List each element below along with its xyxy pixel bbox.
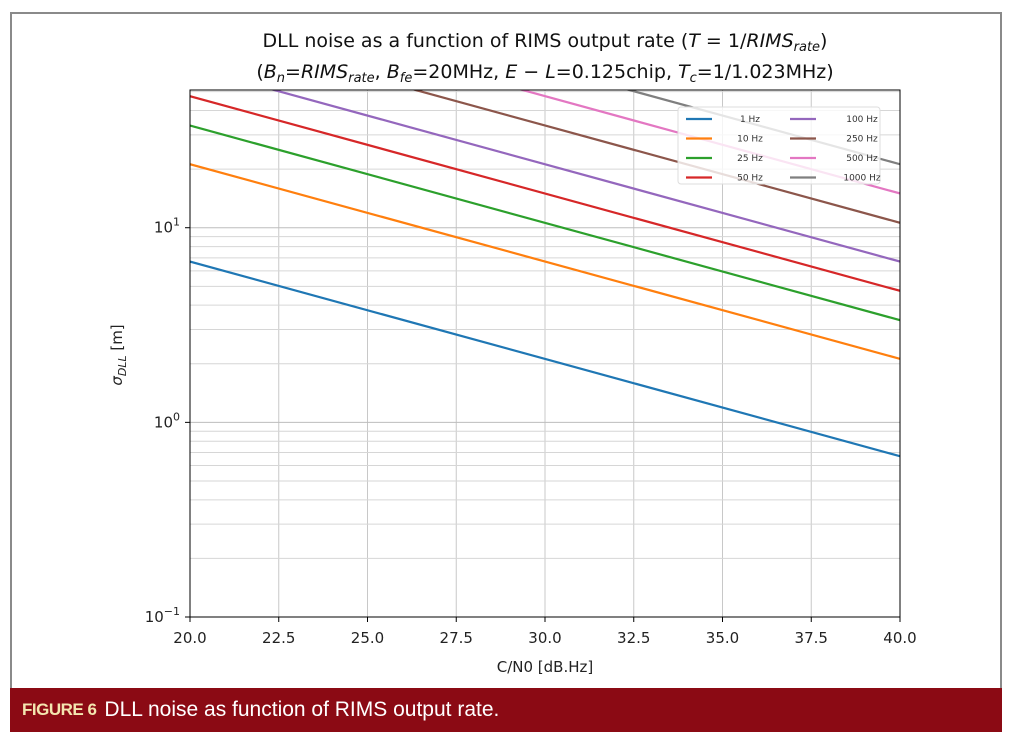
title-segment: fe [400, 71, 413, 86]
title-segment: =20MHz, [412, 61, 505, 83]
legend-label: 25 Hz [737, 154, 763, 164]
y-tick-exponent: −1 [164, 605, 180, 618]
legend-item: 1000 Hz [790, 174, 881, 184]
legend-box [677, 106, 881, 185]
x-tick-label: 22.5 [262, 629, 295, 647]
series-line-25-hz [190, 124, 900, 322]
series-line-50-hz [190, 95, 900, 292]
title-segment: − [517, 61, 545, 83]
title-segment: RIMS [301, 61, 348, 83]
title-segment: n [277, 71, 285, 86]
title-segment: B [387, 61, 400, 83]
y-tick-label: 101 [154, 216, 180, 237]
legend-label: 100 Hz [846, 115, 878, 125]
y-tick-base: 10 [154, 219, 173, 237]
y-tick-base: 10 [145, 608, 164, 626]
legend-item: 250 Hz [790, 135, 878, 145]
caption-text: DLL noise as function of RIMS output rat… [104, 698, 500, 721]
title-segment: rate [794, 40, 820, 55]
y-tick-exponent: 0 [173, 410, 180, 423]
title-segment: RIMS [746, 30, 793, 52]
x-tick-label: 30.0 [528, 629, 561, 647]
title-segment: rate [348, 71, 374, 86]
title-segment: = [285, 61, 301, 83]
title-segment: = 1/ [700, 30, 747, 52]
chart-title-line-1: DLL noise as a function of RIMS output r… [263, 30, 828, 55]
legend-item: 500 Hz [790, 154, 878, 164]
legend-item: 1 Hz [686, 115, 760, 125]
x-tick-label: 25.0 [351, 629, 384, 647]
x-tick-label: 40.0 [883, 629, 916, 647]
x-tick-label: 20.0 [173, 629, 206, 647]
figure-frame [10, 12, 1002, 688]
x-axis-label: C/N0 [dB.Hz] [497, 658, 594, 676]
series-line-10-hz [190, 163, 900, 360]
x-tick-label: 35.0 [706, 629, 739, 647]
legend-label: 10 Hz [737, 135, 763, 145]
title-segment: , [375, 61, 387, 83]
x-tick-label: 37.5 [795, 629, 828, 647]
title-segment: B [264, 61, 277, 83]
y-tick-label: 10−1 [145, 605, 180, 626]
y-axis-label: σDLL [m] [108, 324, 129, 385]
title-segment: DLL noise as a function of RIMS output r… [263, 30, 689, 52]
title-segment: ) [820, 30, 827, 52]
x-tick-label: 27.5 [440, 629, 473, 647]
legend-item: 50 Hz [686, 174, 763, 184]
legend-label: 1 Hz [740, 115, 760, 125]
caption-label: FIGURE 6 [22, 700, 97, 719]
series-line-100-hz [269, 90, 900, 263]
series-line-1-hz [190, 260, 900, 458]
title-segment: E [505, 61, 517, 83]
title-segment: L [545, 61, 556, 83]
legend-label: 1000 Hz [843, 174, 881, 184]
series-line-250-hz [411, 90, 900, 224]
x-tick-label: 32.5 [617, 629, 650, 647]
y-tick-exponent: 1 [173, 216, 180, 229]
legend-item: 100 Hz [790, 115, 878, 125]
legend-item: 25 Hz [686, 154, 763, 164]
x-ticks: 20.0 22.5 25.0 27.5 30.0 32.5 35.0 37.5 40.0 [173, 617, 917, 647]
legend: 1 Hz 10 Hz 25 Hz 50 Hz 100 Hz 250 Hz 500 Hz 100… [677, 106, 881, 185]
title-segment: c [690, 71, 697, 86]
legend-item: 10 Hz [686, 135, 763, 145]
legend-label: 500 Hz [846, 154, 878, 164]
y-tick-base: 10 [154, 413, 173, 431]
legend-label: 250 Hz [846, 135, 878, 145]
title-segment: ( [256, 61, 263, 83]
title-segment: =1/1.023MHz) [697, 61, 834, 83]
chart-title-line-2: (Bn=RIMSrate, Bfe=20MHz, E − L=0.125chip… [256, 61, 833, 86]
title-segment: T [678, 61, 691, 83]
title-segment: T [688, 30, 701, 52]
title-segment: =0.125chip, [556, 61, 678, 83]
figure-caption: FIGURE 6 DLL noise as function of RIMS o… [10, 688, 1002, 732]
legend-label: 50 Hz [737, 174, 763, 184]
y-tick-label: 100 [154, 410, 180, 431]
